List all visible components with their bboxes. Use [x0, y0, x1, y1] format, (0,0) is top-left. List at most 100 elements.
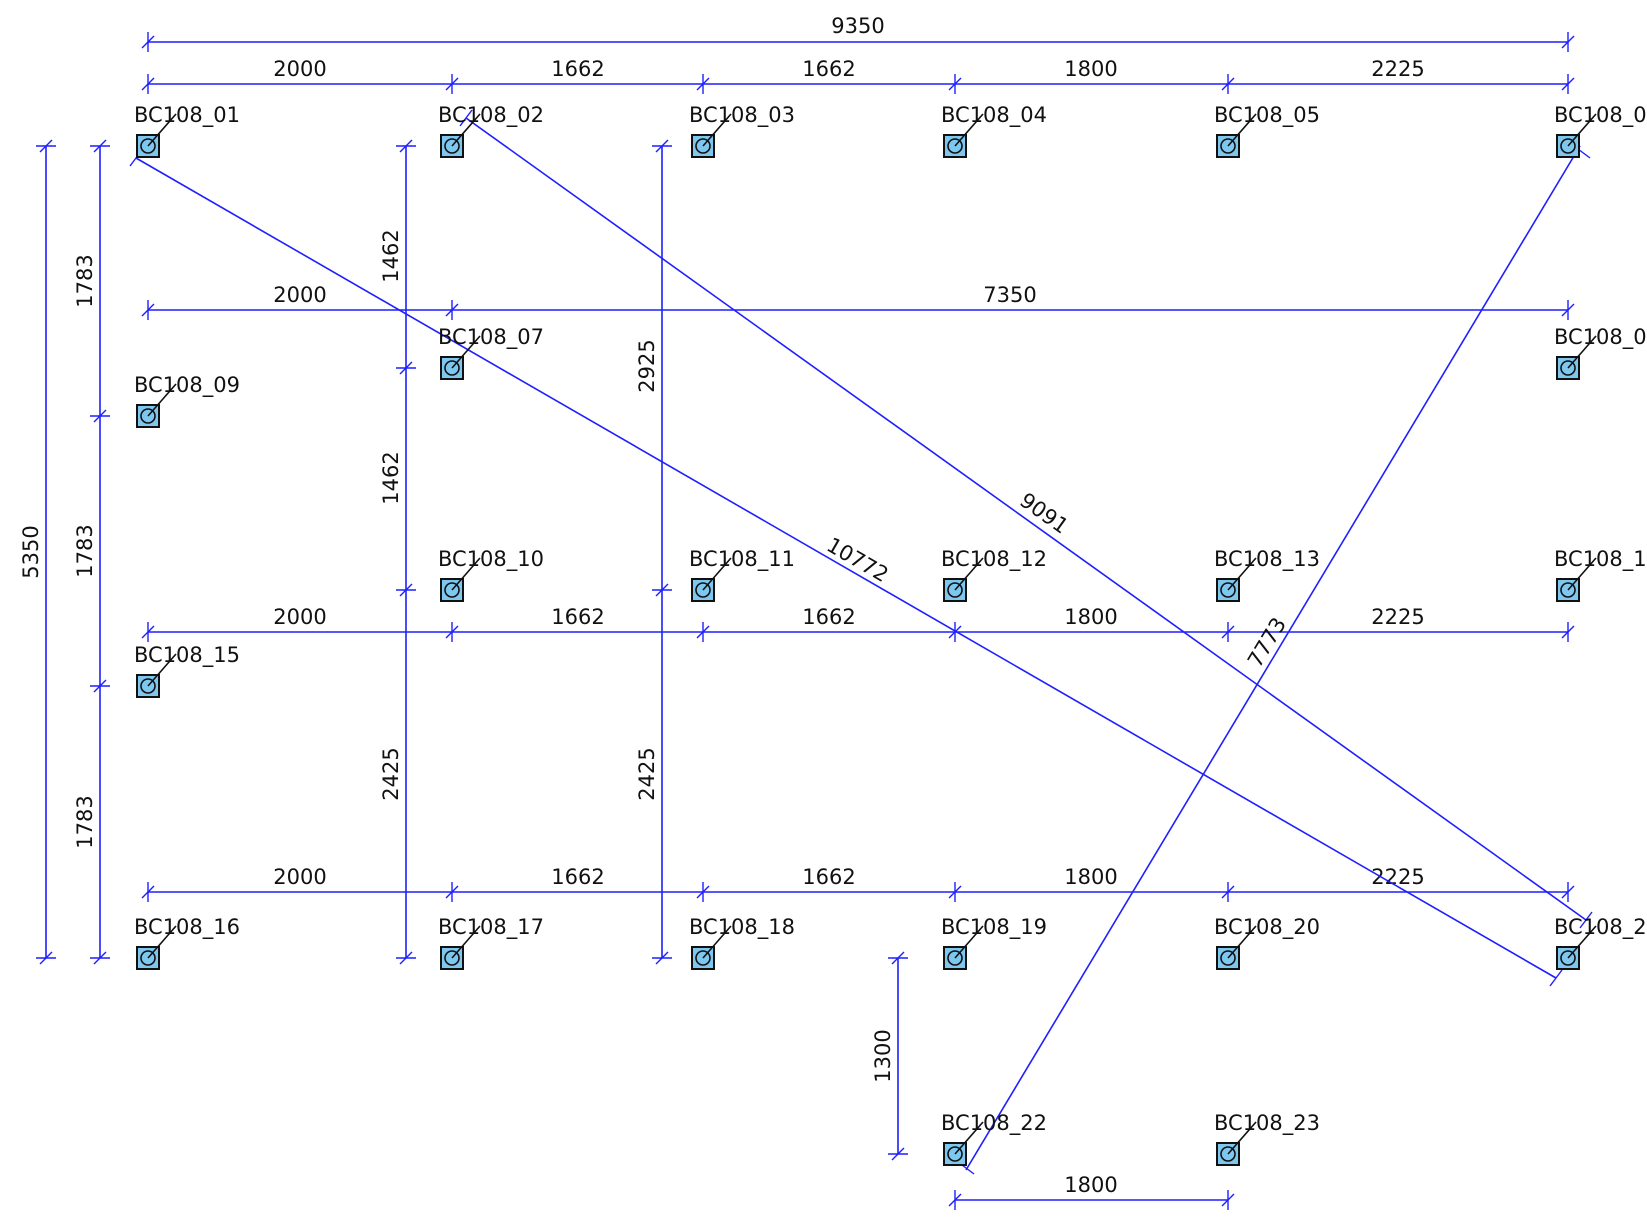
marker-circle-icon	[1560, 582, 1576, 598]
dim-top-4: 1800	[1064, 57, 1117, 81]
marker-bc108-08[interactable]: BC108_08	[1554, 325, 1647, 380]
marker-bc108-14[interactable]: BC108_14	[1554, 547, 1647, 602]
dim-bottom-extra: 1800	[1064, 1173, 1117, 1197]
marker-bc108-11[interactable]: BC108_11	[689, 547, 795, 602]
marker-circle-icon	[1560, 950, 1576, 966]
overall-top-dimension: 9350	[141, 14, 1575, 52]
marker-bc108-07[interactable]: BC108_07	[438, 325, 544, 380]
marker-label: BC108_03	[689, 103, 795, 128]
marker-circle-icon	[444, 360, 460, 376]
dim-mid-upper-2: 7350	[983, 283, 1036, 307]
dim-col2-1: 1462	[379, 229, 403, 282]
marker-circle-icon	[1220, 582, 1236, 598]
marker-bc108-18[interactable]: BC108_18	[689, 915, 795, 970]
marker-label: BC108_16	[134, 915, 240, 940]
marker-bc108-13[interactable]: BC108_13	[1214, 547, 1320, 602]
marker-bc108-15[interactable]: BC108_15	[134, 643, 240, 698]
marker-bc108-22[interactable]: BC108_22	[941, 1111, 1047, 1166]
dim-bottom-1: 2000	[273, 865, 326, 889]
dim-bottom-4: 1800	[1064, 865, 1117, 889]
marker-leader-line	[954, 925, 984, 959]
marker-circle-icon	[1220, 138, 1236, 154]
marker-bc108-10[interactable]: BC108_10	[438, 547, 544, 602]
marker-circle-icon	[1220, 1146, 1236, 1162]
marker-circle-icon	[695, 950, 711, 966]
bottom-extra-dimension: 1800	[948, 1173, 1235, 1210]
dim-mid-upper-1: 2000	[273, 283, 326, 307]
marker-bc108-09[interactable]: BC108_09	[134, 373, 240, 428]
marker-circle-icon	[695, 582, 711, 598]
marker-label: BC108_22	[941, 1111, 1047, 1136]
marker-label: BC108_02	[438, 103, 544, 128]
marker-bc108-01[interactable]: BC108_01	[134, 103, 240, 158]
marker-label: BC108_21	[1554, 915, 1647, 940]
marker-label: BC108_19	[941, 915, 1047, 940]
lower-vertical-dimension: 1300	[871, 951, 908, 1161]
marker-leader-line	[451, 335, 481, 369]
marker-bc108-23[interactable]: BC108_23	[1214, 1111, 1320, 1166]
col2-chain-dimension: 1462 1462 2425	[379, 139, 416, 965]
marker-circle-icon	[140, 138, 156, 154]
marker-leader-line	[954, 557, 984, 591]
dim-mid-1: 2000	[273, 605, 326, 629]
marker-bc108-12[interactable]: BC108_12	[941, 547, 1047, 602]
marker-label: BC108_18	[689, 915, 795, 940]
dim-top-2: 1662	[551, 57, 604, 81]
marker-label: BC108_04	[941, 103, 1047, 128]
diagonal-7773: 7773	[957, 145, 1591, 1175]
marker-leader-line	[1227, 113, 1257, 147]
dim-top-5: 2225	[1371, 57, 1424, 81]
marker-leader-line	[1567, 113, 1597, 147]
marker-bc108-02[interactable]: BC108_02	[438, 103, 544, 158]
marker-bc108-16[interactable]: BC108_16	[134, 915, 240, 970]
marker-leader-line	[1567, 335, 1597, 369]
marker-label: BC108_07	[438, 325, 544, 350]
marker-leader-line	[1227, 925, 1257, 959]
marker-leader-line	[147, 925, 177, 959]
marker-circle-icon	[947, 950, 963, 966]
marker-leader-line	[954, 1121, 984, 1155]
dim-left-chain-3: 1783	[73, 795, 97, 848]
marker-circle-icon	[444, 138, 460, 154]
marker-circle-icon	[695, 138, 711, 154]
marker-leader-line	[1227, 557, 1257, 591]
marker-leader-line	[1227, 1121, 1257, 1155]
marker-bc108-20[interactable]: BC108_20	[1214, 915, 1320, 970]
marker-label: BC108_13	[1214, 547, 1320, 572]
marker-leader-line	[451, 925, 481, 959]
marker-circle-icon	[444, 950, 460, 966]
marker-leader-line	[702, 557, 732, 591]
dim-top-1: 2000	[273, 57, 326, 81]
marker-bc108-06[interactable]: BC108_06	[1554, 103, 1647, 158]
marker-label: BC108_20	[1214, 915, 1320, 940]
dim-left-chain-2: 1783	[73, 524, 97, 577]
marker-circle-icon	[444, 582, 460, 598]
col3-chain-dimension: 2925 2425	[635, 139, 672, 965]
dim-mid-5: 2225	[1371, 605, 1424, 629]
marker-bc108-19[interactable]: BC108_19	[941, 915, 1047, 970]
marker-bc108-17[interactable]: BC108_17	[438, 915, 544, 970]
marker-bc108-21[interactable]: BC108_21	[1554, 915, 1647, 970]
marker-circle-icon	[140, 408, 156, 424]
dim-overall-top-label: 9350	[831, 14, 884, 38]
dim-col3-2: 2425	[635, 747, 659, 800]
marker-label: BC108_09	[134, 373, 240, 398]
markers-layer: BC108_01 BC108_02 BC108_03 BC108_04 BC108_05…	[134, 103, 1647, 1166]
marker-circle-icon	[140, 678, 156, 694]
marker-label: BC108_01	[134, 103, 240, 128]
marker-label: BC108_17	[438, 915, 544, 940]
marker-circle-icon	[947, 582, 963, 598]
left-chain-dimension: 1783 1783 1783	[73, 139, 110, 965]
marker-leader-line	[954, 113, 984, 147]
marker-label: BC108_15	[134, 643, 240, 668]
dim-diagonal-3: 7773	[1243, 613, 1291, 671]
marker-bc108-05[interactable]: BC108_05	[1214, 103, 1320, 158]
marker-leader-line	[451, 113, 481, 147]
dim-left-chain-1: 1783	[73, 254, 97, 307]
marker-bc108-03[interactable]: BC108_03	[689, 103, 795, 158]
marker-leader-line	[147, 113, 177, 147]
dim-col2-3: 2425	[379, 747, 403, 800]
marker-bc108-04[interactable]: BC108_04	[941, 103, 1047, 158]
left-overall-dimension: 5350	[19, 139, 56, 965]
